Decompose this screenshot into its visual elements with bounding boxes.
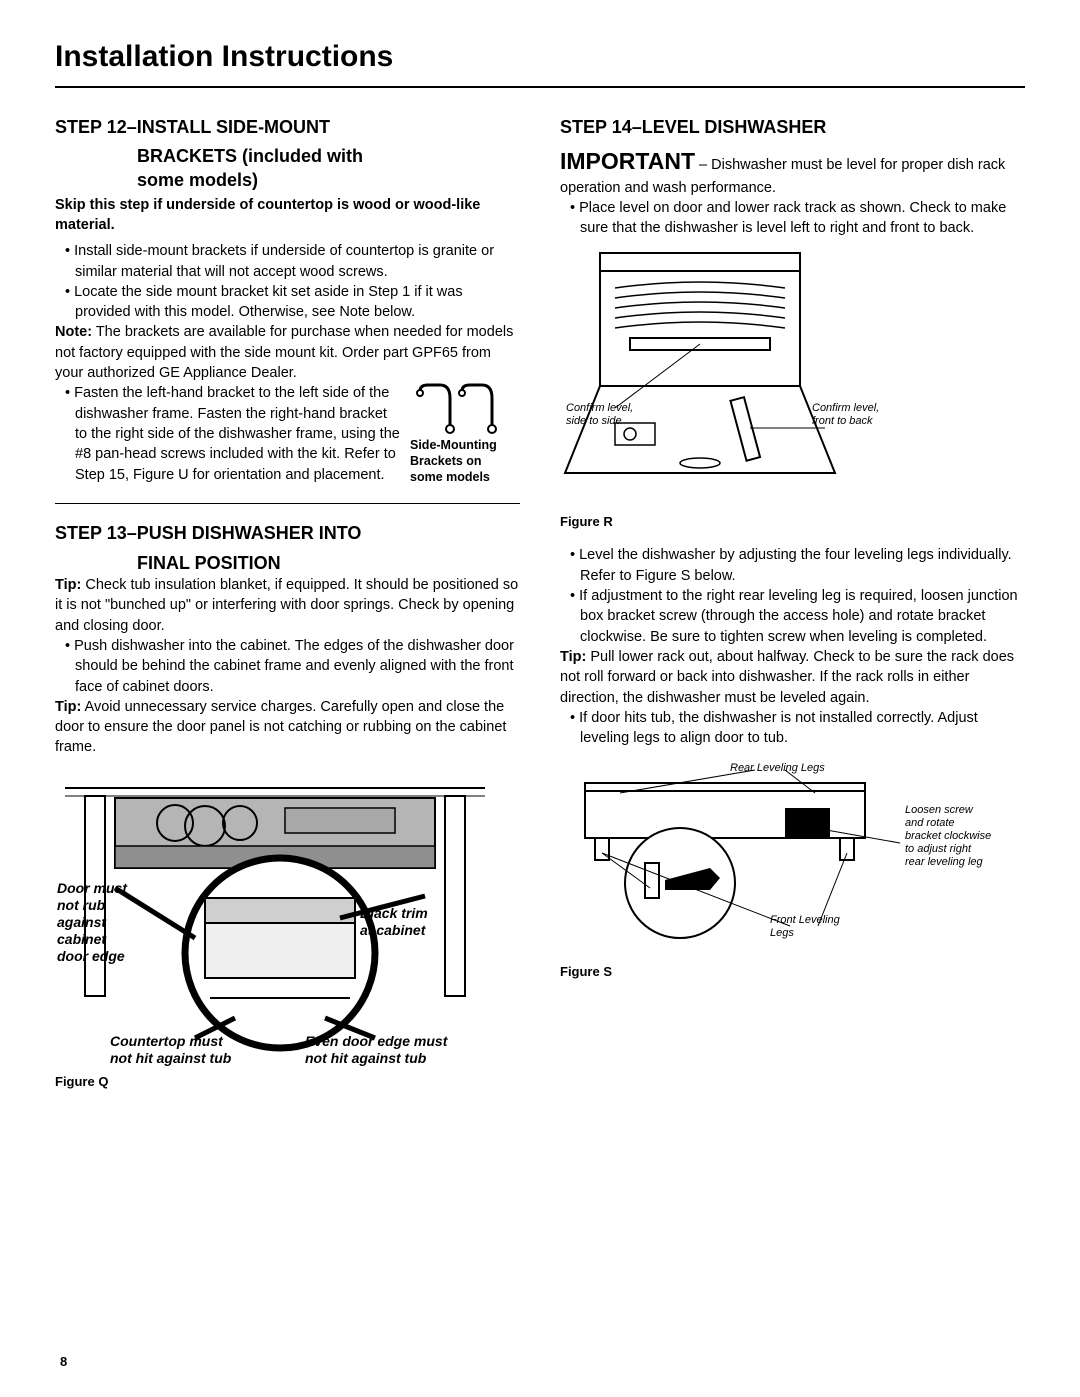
svg-text:not rub: not rub: [57, 897, 106, 913]
svg-text:door edge: door edge: [57, 948, 125, 964]
step14-bullets-1: Place level on door and lower rack track…: [560, 198, 1025, 239]
step14-bullets-3: If door hits tub, the dishwasher is not …: [560, 708, 1025, 749]
step12-heading-l2: BRACKETS (included with: [55, 145, 520, 168]
step13-heading: STEP 13–PUSH DISHWASHER INTO: [55, 522, 520, 545]
svg-text:Confirm level,: Confirm level,: [812, 402, 879, 414]
step14-tip: Tip: Pull lower rack out, about halfway.…: [560, 647, 1025, 708]
bracket-cap-2: Brackets on: [410, 454, 520, 470]
figure-r-diagram: Confirm level, side to side Confirm leve…: [560, 248, 880, 508]
step13-b1: Push dishwasher into the cabinet. The ed…: [61, 636, 520, 697]
svg-text:Even door edge must: Even door edge must: [305, 1033, 449, 1049]
tip2-text: Avoid unnecessary service charges. Caref…: [55, 699, 506, 756]
svg-text:Countertop must: Countertop must: [110, 1033, 224, 1049]
bracket-cap-3: some models: [410, 470, 520, 486]
step12-bullets-1: Install side-mount brackets if underside…: [55, 241, 520, 322]
step12-bullets-2: Fasten the left-hand bracket to the left…: [55, 383, 400, 484]
step12-heading: STEP 12–INSTALL SIDE-MOUNT: [55, 116, 520, 139]
bracket-figure: Side-Mounting Brackets on some models: [410, 383, 520, 485]
step14-b2: Level the dishwasher by adjusting the fo…: [566, 545, 1025, 586]
svg-text:Rear Leveling Legs: Rear Leveling Legs: [730, 762, 825, 774]
svg-text:rear leveling leg: rear leveling leg: [905, 856, 984, 868]
note-text: The brackets are available for purchase …: [55, 324, 513, 381]
step13-bullets: Push dishwasher into the cabinet. The ed…: [55, 636, 520, 697]
step12-row: Fasten the left-hand bracket to the left…: [55, 383, 520, 485]
figR-caption: Figure R: [560, 514, 1025, 529]
svg-text:bracket clockwise: bracket clockwise: [905, 830, 991, 842]
two-column-layout: STEP 12–INSTALL SIDE-MOUNT BRACKETS (inc…: [55, 116, 1025, 1089]
bracket-cap-1: Side-Mounting: [410, 438, 520, 454]
svg-text:side to side: side to side: [566, 415, 622, 427]
step14-bullets-2: Level the dishwasher by adjusting the fo…: [560, 545, 1025, 646]
bracket-icon: [410, 383, 500, 438]
step12-heading-l3: some models): [55, 169, 520, 192]
page-title: Installation Instructions: [55, 40, 1025, 88]
svg-text:Door must: Door must: [57, 880, 128, 896]
svg-text:against: against: [57, 914, 107, 930]
step12-b1: Install side-mount brackets if underside…: [61, 241, 520, 282]
svg-text:at cabinet: at cabinet: [360, 922, 427, 938]
svg-text:and rotate: and rotate: [905, 817, 955, 829]
svg-text:not hit against tub: not hit against tub: [305, 1050, 427, 1066]
svg-text:front to back: front to back: [812, 415, 873, 427]
note-label: Note:: [55, 324, 92, 340]
figure-q-diagram: Door must not rub against cabinet door e…: [55, 768, 495, 1068]
svg-text:not hit against tub: not hit against tub: [110, 1050, 232, 1066]
step13-tip1: Tip: Check tub insulation blanket, if eq…: [55, 575, 520, 636]
step14-b3: If adjustment to the right rear leveling…: [566, 586, 1025, 647]
svg-text:cabinet: cabinet: [57, 931, 107, 947]
svg-text:to adjust right: to adjust right: [905, 843, 972, 855]
left-column: STEP 12–INSTALL SIDE-MOUNT BRACKETS (inc…: [55, 116, 520, 1089]
figQ-caption: Figure Q: [55, 1074, 520, 1089]
step14-b4: If door hits tub, the dishwasher is not …: [566, 708, 1025, 749]
tip1-text: Check tub insulation blanket, if equippe…: [55, 577, 518, 634]
figure-s: Rear Leveling Legs Loosen screw and rota…: [560, 758, 1025, 979]
step12-skip-note: Skip this step if underside of counterto…: [55, 196, 520, 235]
important-word: IMPORTANT: [560, 148, 695, 174]
important-line: IMPORTANT – Dishwasher must be level for…: [560, 145, 1025, 197]
step13-tip2: Tip: Avoid unnecessary service charges. …: [55, 697, 520, 758]
tip2-label: Tip:: [55, 699, 81, 715]
divider-1: [55, 503, 520, 504]
step12-b3: Fasten the left-hand bracket to the left…: [61, 383, 400, 484]
figure-q: Door must not rub against cabinet door e…: [55, 768, 520, 1089]
step14-heading: STEP 14–LEVEL DISHWASHER: [560, 116, 1025, 139]
step12-b2: Locate the side mount bracket kit set as…: [61, 282, 520, 323]
figure-r: Confirm level, side to side Confirm leve…: [560, 248, 1025, 529]
svg-text:Black trim: Black trim: [360, 905, 428, 921]
svg-text:Front Leveling: Front Leveling: [770, 914, 841, 926]
right-column: STEP 14–LEVEL DISHWASHER IMPORTANT – Dis…: [560, 116, 1025, 1089]
step13-heading-l2: FINAL POSITION: [55, 552, 520, 575]
step14-tip-text: Pull lower rack out, about halfway. Chec…: [560, 649, 1014, 706]
svg-text:Legs: Legs: [770, 927, 794, 939]
step14-b1: Place level on door and lower rack track…: [566, 198, 1025, 239]
step12-note: Note: The brackets are available for pur…: [55, 322, 520, 383]
tip-label: Tip:: [55, 577, 81, 593]
figure-s-diagram: Rear Leveling Legs Loosen screw and rota…: [560, 758, 1030, 958]
tip-label-2: Tip:: [560, 649, 586, 665]
figS-caption: Figure S: [560, 964, 1025, 979]
svg-text:Confirm level,: Confirm level,: [566, 402, 633, 414]
page-number: 8: [60, 1354, 67, 1369]
svg-text:Loosen screw: Loosen screw: [905, 804, 974, 816]
